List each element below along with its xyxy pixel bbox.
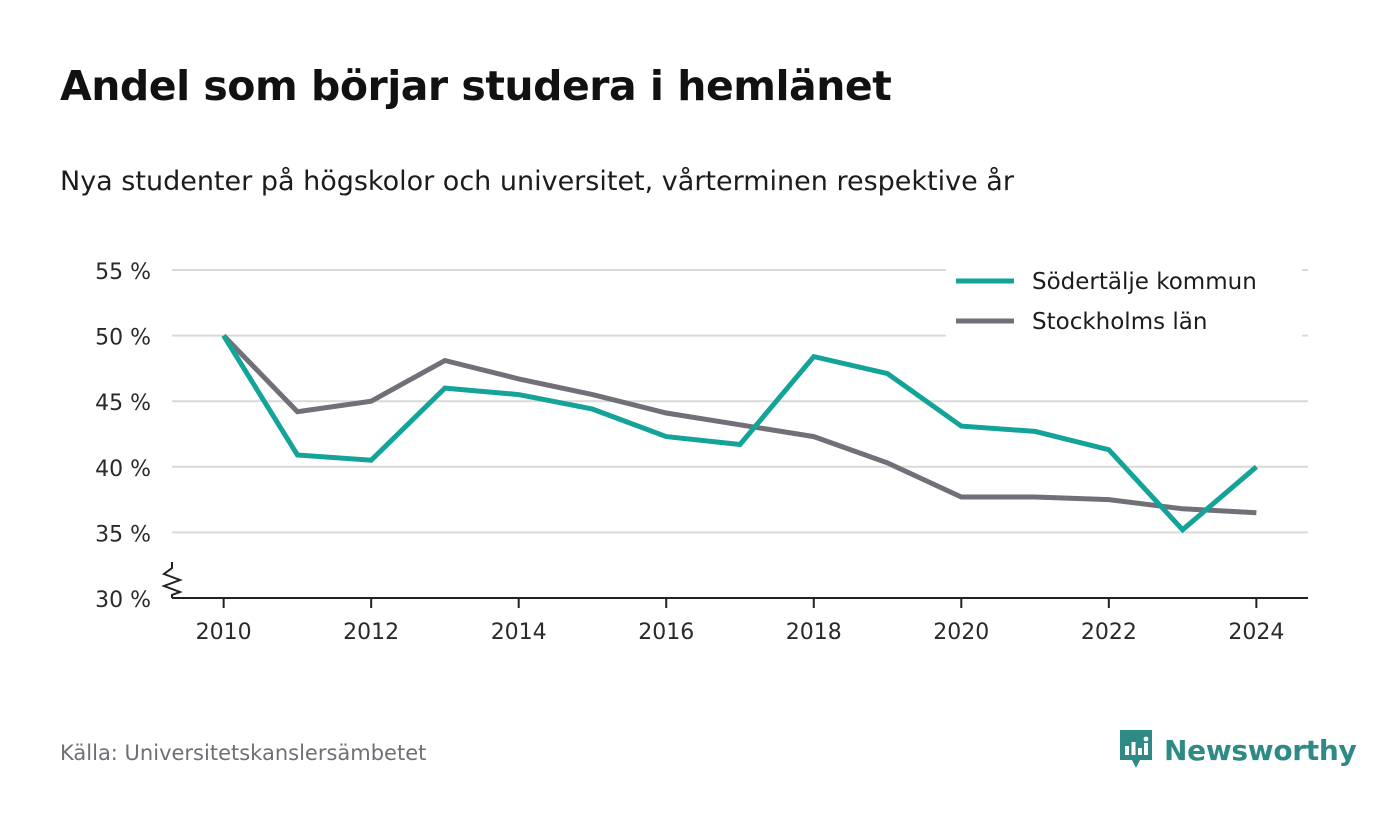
series-line-sodertalje bbox=[221, 334, 1259, 534]
x-tick-label: 2024 bbox=[1228, 620, 1284, 645]
brand-name: Newsworthy bbox=[1164, 733, 1357, 767]
legend: Södertälje kommun Stockholms län bbox=[946, 262, 1302, 338]
y-tick-label: 50 % bbox=[95, 326, 151, 351]
x-tick-label: 2022 bbox=[1081, 620, 1137, 645]
x-tick-label: 2012 bbox=[343, 620, 399, 645]
x-tick-label: 2020 bbox=[933, 620, 989, 645]
axes: 30 % 35 % 40 % 45 % 50 % 55 % 2010 2012 2014 2016… bbox=[95, 260, 1308, 645]
y-tick-label: 40 % bbox=[95, 457, 151, 482]
source-note: Källa: Universitetskanslersämbetet bbox=[60, 741, 427, 765]
series-lines bbox=[221, 333, 1259, 534]
newsworthy-logo-icon bbox=[1120, 730, 1152, 768]
legend-label: Södertälje kommun bbox=[1032, 269, 1257, 295]
line-chart: 30 % 35 % 40 % 45 % 50 % 55 % 2010 2012 2014 2016… bbox=[95, 260, 1308, 645]
series-line-stockholm bbox=[221, 333, 1257, 516]
y-tick-label: 55 % bbox=[95, 260, 151, 285]
x-tick-label: 2010 bbox=[196, 620, 252, 645]
y-axis-break bbox=[161, 562, 183, 598]
legend-label: Stockholms län bbox=[1032, 309, 1207, 335]
legend-background bbox=[946, 262, 1302, 338]
brand-logo: Newsworthy bbox=[1118, 728, 1357, 772]
x-tick-label: 2016 bbox=[638, 620, 694, 645]
chart-subtitle: Nya studenter på högskolor och universit… bbox=[60, 166, 1014, 197]
y-tick-label: 35 % bbox=[95, 522, 151, 547]
chart-title: Andel som börjar studera i hemlänet bbox=[60, 62, 892, 110]
y-tick-label: 30 % bbox=[95, 588, 151, 613]
y-tick-label: 45 % bbox=[95, 391, 151, 416]
x-tick-label: 2014 bbox=[491, 620, 547, 645]
x-tick-label: 2018 bbox=[786, 620, 842, 645]
